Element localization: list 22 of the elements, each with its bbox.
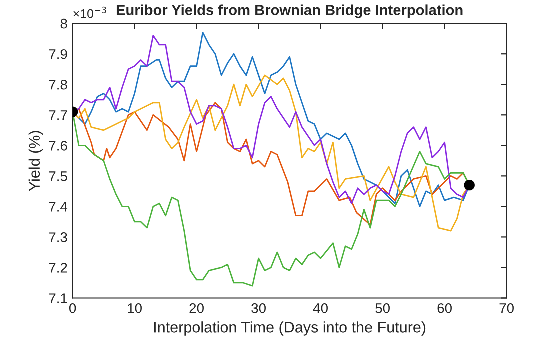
y-tick-label: 7.5 <box>49 172 68 182</box>
y-tick-label: 7.9 <box>49 49 68 60</box>
y-tick-label: 7.7 <box>49 110 68 120</box>
text: ×10$^{−3}$ <box>74 6 106 18</box>
x-tick-label: 40 <box>313 303 328 314</box>
y-tick-label: 7.4 <box>49 202 68 212</box>
y-tick-label: 7.6 <box>49 140 68 151</box>
y-axis-title: Yield (%) <box>28 131 44 192</box>
x-tick-label: 0 <box>69 303 76 314</box>
x-tick-label: 10 <box>128 303 142 314</box>
chart-title: Euribor Yields from Brownian Bridge Interpolation <box>116 4 463 18</box>
x-tick-label: 70 <box>500 303 514 314</box>
x-tick-label: 60 <box>438 303 452 314</box>
y-tick-label: 7.2 <box>49 263 68 273</box>
y-tick-label: 7.1 <box>49 294 68 304</box>
y-tick-label: 7.3 <box>49 232 68 242</box>
x-tick-label: 30 <box>252 303 266 314</box>
y-tick-label: 8 <box>60 18 68 29</box>
x-axis-title: Interpolation Time (Days into the Future) <box>154 322 426 336</box>
x-tick-label: 20 <box>190 303 204 314</box>
y-tick-label: 7.8 <box>49 80 68 90</box>
x-tick-label: 50 <box>376 303 390 314</box>
